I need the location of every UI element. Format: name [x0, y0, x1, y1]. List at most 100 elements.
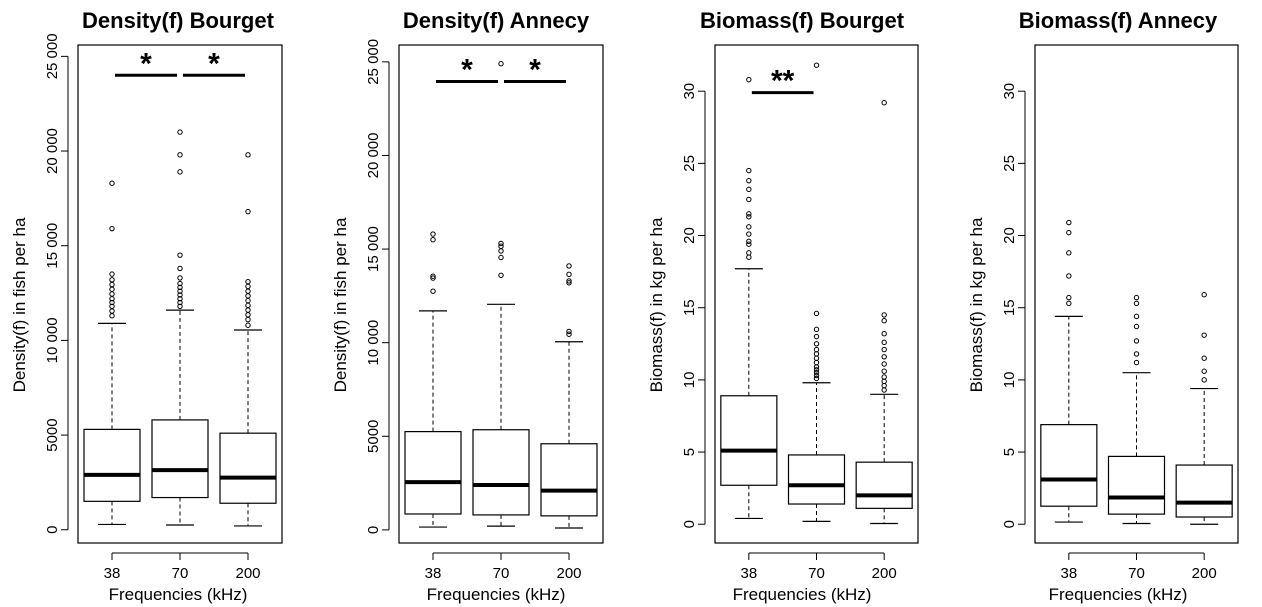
outlier-point — [245, 283, 251, 290]
y-axis-label: Density(f) in fish per ha — [331, 217, 350, 392]
outlier-point — [813, 62, 820, 68]
outlier-point — [177, 152, 183, 158]
x-axis-label: Frequencies (kHz) — [1049, 585, 1188, 604]
outlier-point — [813, 372, 820, 379]
outlier-point — [881, 330, 887, 337]
y-tick-label: 15 000 — [44, 223, 61, 269]
box-iqr — [472, 429, 530, 516]
y-tick-label: 20 — [1001, 227, 1018, 244]
outlier-point — [109, 299, 115, 306]
outlier-point — [813, 364, 820, 370]
outlier-point — [177, 129, 183, 135]
outlier-point — [498, 254, 504, 261]
y-axis-label: Biomass(f) in kg per ha — [647, 217, 666, 392]
outlier-point — [881, 378, 887, 385]
box-iqr — [151, 419, 209, 499]
panel-title: Biomass(f) Bourget — [700, 8, 905, 33]
outlier-point — [177, 275, 183, 281]
outlier-point — [813, 355, 820, 361]
outlier-point — [109, 225, 115, 232]
y-tick-label: 20 000 — [365, 133, 382, 179]
outlier-point — [1133, 300, 1140, 307]
outlier-point — [746, 196, 752, 203]
y-tick-label: 0 — [365, 526, 382, 534]
outlier-point — [245, 307, 251, 313]
y-tick-label: 10 — [1001, 372, 1018, 389]
outlier-point — [881, 374, 887, 380]
x-tick-label: 70 — [172, 565, 189, 582]
outlier-point — [746, 214, 752, 220]
outlier-point — [1201, 292, 1207, 298]
outlier-point — [746, 238, 752, 245]
significance-label: * — [529, 54, 541, 87]
plot-frame — [77, 44, 283, 544]
box-70 — [472, 61, 530, 527]
y-tick-label: 25 — [681, 155, 698, 172]
outlier-point — [813, 375, 820, 382]
outlier-point — [881, 100, 887, 106]
outlier-point — [1201, 368, 1207, 374]
outlier-point — [245, 208, 251, 215]
outlier-point — [1133, 294, 1140, 301]
outlier-point — [245, 297, 251, 304]
y-tick-label: 10 — [681, 372, 698, 389]
plot-frame — [1034, 44, 1239, 544]
outlier-point — [177, 299, 183, 306]
box-iqr — [855, 461, 913, 509]
outlier-point — [177, 292, 183, 298]
box-iqr — [1040, 424, 1098, 507]
panel-title: Density(f) Bourget — [82, 8, 275, 33]
outlier-point — [746, 211, 752, 217]
box-iqr — [404, 431, 462, 515]
outlier-point — [177, 252, 183, 258]
x-axis-label: Frequencies (kHz) — [733, 585, 872, 604]
outlier-point — [746, 167, 752, 174]
panel-biomass-annecy: Biomass(f) Annecy Frequencies (kHz) Biom… — [967, 8, 1239, 604]
outlier-point — [430, 237, 436, 243]
box-iqr — [219, 432, 277, 504]
outlier-point — [498, 243, 504, 249]
panel-biomass-bourget: Biomass(f) Bourget Frequencies (kHz) Bio… — [647, 8, 919, 604]
y-axis-label: Density(f) in fish per ha — [10, 217, 29, 392]
outlier-point — [109, 286, 115, 292]
box-38 — [1040, 219, 1098, 523]
outlier-point — [245, 316, 251, 323]
outlier-point — [813, 341, 820, 347]
y-tick-label: 10 000 — [365, 320, 382, 366]
outlier-point — [1133, 351, 1140, 357]
y-tick-label: 15 — [681, 299, 698, 316]
y-tick-label: 0 — [681, 520, 698, 528]
outlier-point — [881, 312, 887, 318]
outlier-point — [1066, 250, 1072, 256]
x-tick-label: 70 — [1128, 565, 1145, 582]
outlier-point — [813, 351, 820, 357]
panel-title: Density(f) Annecy — [403, 8, 590, 33]
x-tick-label: 38 — [1060, 565, 1077, 582]
box-iqr — [787, 454, 846, 505]
outlier-point — [813, 359, 820, 366]
panel-density-bourget: Density(f) Bourget Frequencies (kHz) Den… — [10, 8, 283, 604]
outlier-point — [566, 271, 572, 278]
outlier-point — [1066, 229, 1072, 236]
outlier-point — [813, 369, 820, 376]
outlier-point — [109, 303, 115, 310]
y-tick-label: 15 000 — [365, 226, 382, 272]
y-tick-label: 0 — [44, 526, 61, 534]
box-70 — [151, 129, 209, 526]
outlier-point — [1066, 219, 1072, 226]
outlier-point — [1066, 300, 1072, 307]
box-iqr — [83, 428, 141, 502]
x-tick-label: 38 — [425, 565, 442, 582]
panel-density-annecy: Density(f) Annecy Frequencies (kHz) Dens… — [331, 8, 604, 604]
x-tick-label: 200 — [1192, 565, 1217, 582]
y-tick-label: 25 000 — [44, 33, 61, 79]
outlier-point — [881, 368, 887, 374]
outlier-point — [430, 273, 436, 279]
outlier-point — [881, 318, 887, 324]
outlier-point — [813, 333, 820, 340]
y-tick-label: 20 000 — [44, 128, 61, 174]
outlier-point — [746, 177, 752, 184]
outlier-point — [813, 367, 820, 373]
outlier-point — [1201, 332, 1207, 338]
